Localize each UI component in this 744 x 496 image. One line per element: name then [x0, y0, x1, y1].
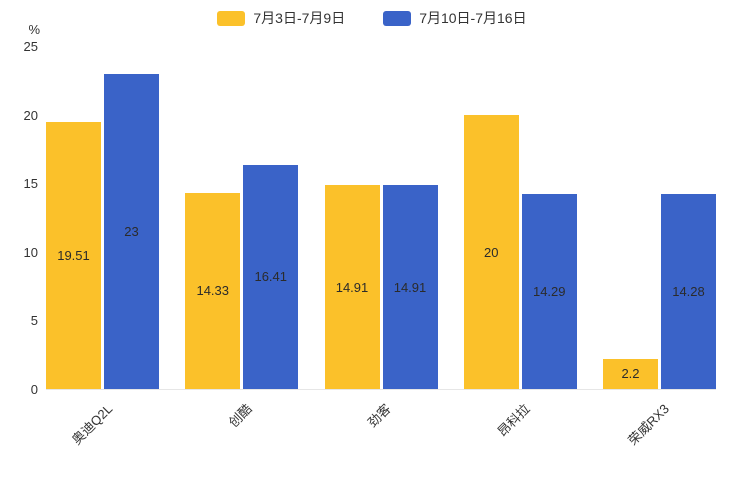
legend-item[interactable]: 7月3日-7月9日 [217, 8, 345, 28]
bar: 19.51 [46, 122, 101, 389]
bar: 23 [104, 74, 159, 389]
plot-area: 19.51 23 奥迪Q2L 14.33 16.41 创酷 14.91 14.91 劲客 20 14… [46, 47, 716, 448]
bar: 14.28 [661, 193, 716, 389]
y-axis-tick-label: 25 [23, 39, 38, 54]
y-axis-tick-label: 10 [23, 244, 38, 260]
bar: 14.29 [521, 193, 577, 389]
bar: 14.91 [324, 185, 380, 389]
legend-marker [217, 10, 246, 26]
legend-label: 7月3日-7月9日 [253, 10, 346, 26]
bar-group: 20 14.29 昂科拉 [463, 47, 577, 439]
y-axis-tick-label: 20 [23, 107, 38, 123]
bar-group: 2.2 14.28 荣威RX3 [603, 47, 716, 448]
bar: 16.41 [243, 164, 299, 389]
bar-value-label: 14.33 [196, 283, 230, 299]
legend-label: 7月10日-7月16日 [419, 10, 527, 26]
bar-value-label: 14.91 [393, 279, 427, 295]
bar-value-label: 20 [484, 244, 499, 260]
bar-group: 14.91 14.91 劲客 [324, 47, 438, 430]
y-axis-tick-label: 15 [23, 176, 38, 192]
category-label: 奥迪Q2L [68, 401, 116, 448]
bar: 14.91 [382, 185, 438, 389]
category-label: 劲客 [364, 401, 394, 431]
bar: 20 [463, 115, 519, 389]
category-label: 荣威RX3 [625, 401, 673, 449]
category-label: 昂科拉 [494, 401, 533, 440]
bar-value-label: 16.41 [254, 269, 288, 285]
bar: 2.2 [603, 358, 658, 389]
y-axis-tick-label: 0 [30, 382, 38, 397]
y-axis-tick-label: 5 [30, 313, 38, 329]
category-label: 创酷 [225, 401, 255, 431]
bar: 14.33 [185, 192, 241, 389]
legend-marker [383, 10, 412, 26]
bar-value-label: 19.51 [57, 248, 90, 264]
bar-group: 19.51 23 奥迪Q2L [46, 47, 159, 447]
y-axis-ticks: 0 5 10 15 20 25 [0, 40, 38, 397]
bar-group: 14.33 16.41 创酷 [185, 47, 299, 430]
bar-value-label: 14.29 [532, 283, 566, 299]
bar-value-label: 14.91 [335, 279, 369, 295]
legend-item[interactable]: 7月10日-7月16日 [383, 8, 527, 28]
bar-value-label: 14.28 [672, 283, 705, 299]
bar-value-label: 2.2 [621, 366, 640, 382]
legend: 7月3日-7月9日 7月10日-7月16日 [0, 8, 744, 28]
y-axis-unit-label: % [28, 22, 40, 37]
bar-value-label: 23 [124, 224, 139, 240]
